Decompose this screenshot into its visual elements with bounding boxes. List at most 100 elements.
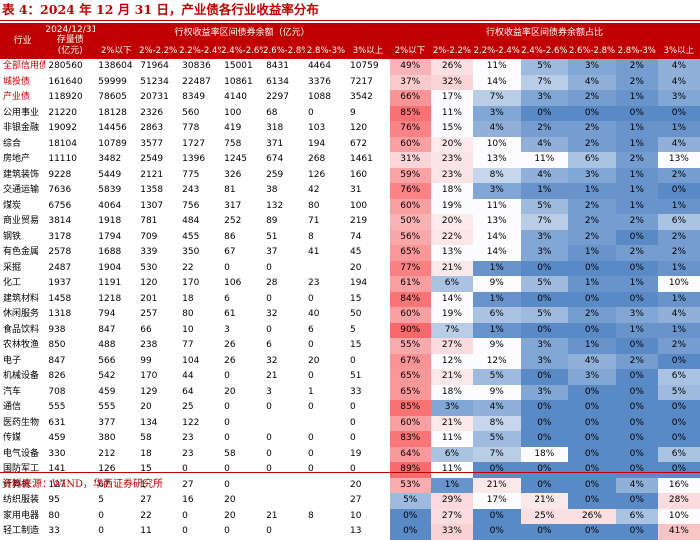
bucket-ratio: 2%: [615, 353, 658, 369]
amount-bucket-header: 2.8%-3%: [305, 43, 347, 59]
bucket-amount: 1088: [308, 92, 331, 102]
header-balance-date: 2024/12/31: [45, 25, 96, 35]
bucket-amount: 5: [98, 495, 104, 505]
industry-name: 电气设备: [0, 446, 46, 462]
bucket-ratio: 0%: [615, 229, 658, 245]
bucket-ratio: 6%: [430, 446, 473, 462]
total-balance: 33: [48, 526, 60, 536]
bucket-ratio: 1%: [472, 322, 521, 338]
bucket-amount: 0: [308, 464, 314, 474]
bucket-amount: 160: [346, 167, 389, 183]
table-row: 城投债 161640 59999 51234 22487 10861 6134 3376 721…: [0, 74, 700, 90]
bucket-ratio: 19%: [430, 198, 473, 214]
table-row: 休闲服务 1318 794 257 80 61 32 40 50 60% 19% 6% 5% 2% 3% 4%: [0, 307, 700, 323]
bucket-ratio: 1%: [657, 260, 700, 276]
bucket-amount: 20: [305, 353, 347, 369]
bucket-amount: 5839: [98, 185, 122, 195]
bucket-ratio: 0%: [657, 353, 700, 369]
bucket-ratio: 4%: [657, 136, 700, 152]
bucket-ratio: 32%: [430, 74, 473, 90]
bucket-ratio: 1%: [615, 198, 658, 214]
bucket-amount: 40: [308, 309, 320, 319]
bucket-ratio: 0%: [615, 369, 658, 385]
bucket-ratio: 0%: [657, 400, 700, 416]
bucket-ratio: 12%: [430, 353, 473, 369]
bucket-amount: 80: [182, 309, 194, 319]
bucket-amount: 1396: [182, 154, 206, 164]
bucket-amount: 252: [224, 216, 242, 226]
bucket-amount: 22: [179, 260, 222, 276]
bucket-ratio: 1%: [520, 183, 569, 199]
bucket-amount: 16: [182, 495, 194, 505]
bucket-amount: 243: [182, 185, 200, 195]
bucket-amount: 0: [308, 402, 314, 412]
bucket-ratio: 85%: [388, 105, 431, 121]
bucket-ratio: 0%: [615, 291, 658, 307]
bucket-ratio: 50%: [388, 214, 431, 230]
bucket-amount: [263, 477, 306, 493]
bucket-ratio: 3%: [430, 400, 473, 416]
bucket-ratio: 1%: [657, 121, 700, 137]
bucket-ratio: 20%: [430, 136, 473, 152]
bucket-ratio: 11%: [472, 198, 521, 214]
bucket-ratio: 1%: [568, 276, 616, 292]
bucket-ratio: 6%: [472, 307, 521, 323]
bucket-ratio: 12%: [472, 353, 521, 369]
bucket-amount: 1: [137, 477, 180, 493]
bucket-amount: 672: [346, 136, 389, 152]
bucket-amount: 10861: [221, 74, 264, 90]
bucket-amount: 0: [224, 402, 230, 412]
bucket-ratio: 0%: [615, 462, 658, 478]
ratio-bucket-header: 2.8%-3%: [615, 43, 658, 59]
total-balance: 80: [45, 508, 96, 524]
amount-bucket-header: 2%以下: [95, 43, 138, 59]
bucket-ratio: 18%: [430, 183, 473, 199]
bucket-amount: 339: [140, 247, 158, 257]
bucket-ratio: 7%: [520, 214, 569, 230]
bucket-amount: 0: [305, 105, 347, 121]
bucket-ratio: 3%: [520, 353, 569, 369]
bucket-amount: 542: [98, 371, 116, 381]
bucket-ratio: 5%: [520, 276, 569, 292]
bucket-ratio: 60%: [388, 307, 431, 323]
bucket-amount: 86: [221, 229, 264, 245]
bucket-amount: 78605: [98, 92, 127, 102]
bucket-ratio: 7%: [520, 74, 569, 90]
industry-name: 钢铁: [0, 229, 46, 245]
bucket-ratio: 2%: [568, 198, 616, 214]
bucket-amount: 18128: [95, 105, 138, 121]
industry-name: 化工: [3, 278, 22, 288]
bucket-ratio: 66%: [388, 90, 431, 106]
bucket-ratio: 5%: [388, 493, 431, 509]
bucket-amount: 0: [224, 464, 230, 474]
industry-name: 建筑材料: [0, 291, 46, 307]
amount-bucket-header: 2%-2.2%: [137, 43, 180, 59]
total-balance: 19092: [48, 123, 77, 133]
bucket-ratio: 0%: [388, 508, 431, 524]
bucket-ratio: 4%: [472, 400, 521, 416]
bucket-amount: 847: [95, 322, 138, 338]
bucket-amount: 13: [349, 526, 362, 536]
bucket-amount: 0: [266, 464, 272, 474]
bucket-ratio: 65%: [388, 369, 431, 385]
bucket-amount: 1307: [137, 198, 180, 214]
bucket-ratio: 2%: [657, 229, 700, 245]
bucket-ratio: 2%: [615, 214, 658, 230]
bucket-ratio: 3%: [520, 245, 569, 261]
bucket-ratio: 60%: [388, 198, 431, 214]
bucket-ratio: 21%: [430, 369, 473, 385]
bucket-ratio: 0%: [568, 493, 616, 509]
bucket-ratio: 3%: [520, 229, 569, 245]
bucket-amount: 1918: [98, 216, 122, 226]
bucket-ratio: 22%: [430, 229, 473, 245]
bucket-amount: 377: [95, 415, 138, 431]
bucket-ratio: 0%: [615, 260, 658, 276]
industry-name: 城投债: [0, 74, 46, 90]
bucket-amount: 20: [221, 508, 264, 524]
total-balance: 459: [48, 433, 66, 443]
bucket-amount: 238: [140, 340, 158, 350]
header-industry: 行业: [0, 23, 46, 59]
bucket-ratio: 59%: [388, 167, 431, 183]
table-row: 通信 555 555 20 25 0 0 0 0 85% 3% 4% 0% 0% 0% 0%: [0, 400, 700, 416]
table-row: 商业贸易 3814 1918 781 484 252 89 71 219 50% 20% 13% 7% 2…: [0, 214, 700, 230]
